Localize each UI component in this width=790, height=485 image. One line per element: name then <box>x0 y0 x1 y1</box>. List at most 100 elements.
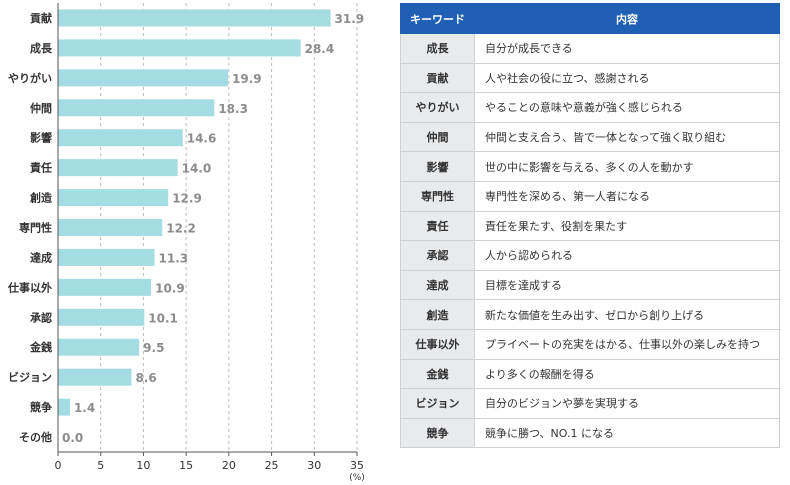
bar <box>58 368 132 386</box>
table-cell-content: プライベートの充実をはかる、仕事以外の楽しみを持つ <box>474 328 780 360</box>
table-row: 達成 目標を達成する <box>400 269 780 301</box>
bar <box>58 278 152 296</box>
table-row: 仕事以外 プライベートの充実をはかる、仕事以外の楽しみを持つ <box>400 328 780 360</box>
table-cell-keyword: 成長 <box>400 33 475 64</box>
category-label: 承認 <box>30 310 52 324</box>
bar <box>58 248 155 266</box>
value-label: 9.5 <box>143 341 164 355</box>
table-cell-keyword: 責任 <box>400 210 475 242</box>
table-row: やりがい やることの意味や意義が強く感じられる <box>400 92 780 123</box>
category-label: 責任 <box>30 161 52 175</box>
value-label: 10.9 <box>155 281 185 295</box>
table-cell-content: やることの意味や意義が強く感じられる <box>474 92 780 123</box>
x-tick-label: 15 <box>179 459 193 472</box>
header-keyword: キーワード <box>400 3 475 34</box>
category-label: 成長 <box>30 41 53 55</box>
keyword-table: キーワード 内容 成長 自分が成長できる 貢献 人や社会の役に立つ、感謝される やりがい… <box>400 3 780 449</box>
value-label: 12.9 <box>172 192 202 206</box>
table-cell-content: 自分が成長できる <box>474 33 780 64</box>
bar-chart: 貢献 31.9 成長 28.4 やりがい 19.9 仲間 18.3 影響 14.6 責任 14.0 創造… <box>7 3 365 483</box>
table-row: 承認 人から認められる <box>400 240 780 271</box>
bar <box>58 39 301 57</box>
x-axis-unit-label: (%) <box>349 473 365 483</box>
table-row: 貢献 人や社会の役に立つ、感謝される <box>400 62 780 94</box>
value-label: 0.0 <box>62 431 83 445</box>
table-row: 影響 世の中に影響を与える、多くの人を動かす <box>400 151 780 182</box>
table-cell-content: 責任を果たす、役割を果たす <box>474 210 780 242</box>
category-label: 金銭 <box>29 340 52 354</box>
category-label: やりがい <box>8 71 52 85</box>
value-label: 31.9 <box>335 12 365 26</box>
bar <box>58 308 145 326</box>
category-label: 影響 <box>30 131 52 145</box>
table-row: 仲間 仲間と支え合う、皆で一体となって強く取り組む <box>400 121 780 153</box>
bar <box>58 99 215 117</box>
category-label: 達成 <box>30 250 52 264</box>
bar <box>58 338 140 356</box>
value-label: 8.6 <box>135 371 156 385</box>
category-label: 仕事以外 <box>7 280 52 294</box>
table-cell-content: 人や社会の役に立つ、感謝される <box>474 62 780 94</box>
bar <box>58 69 229 87</box>
table-cell-keyword: 専門性 <box>400 180 475 212</box>
table-cell-keyword: 仲間 <box>400 121 475 153</box>
table-cell-keyword: 創造 <box>400 299 475 330</box>
x-tick-label: 0 <box>55 459 62 472</box>
table-cell-content: 仲間と支え合う、皆で一体となって強く取り組む <box>474 121 780 153</box>
table-row: ビジョン 自分のビジョンや夢を実現する <box>400 388 780 419</box>
x-tick-label: 20 <box>222 459 236 472</box>
value-label: 10.1 <box>148 311 178 325</box>
value-label: 14.6 <box>187 132 217 146</box>
x-tick-label: 35 <box>350 459 364 472</box>
table-cell-content: 専門性を深める、第一人者になる <box>474 180 780 212</box>
table-cell-keyword: ビジョン <box>400 388 475 419</box>
table-cell-content: 人から認められる <box>474 240 780 271</box>
table-cell-content: 新たな価値を生み出す、ゼロから創り上げる <box>474 299 780 330</box>
category-label: その他 <box>19 430 52 444</box>
value-label: 11.3 <box>159 251 189 265</box>
table-cell-keyword: 影響 <box>400 151 475 182</box>
category-label: 創造 <box>29 191 53 205</box>
value-label: 28.4 <box>305 42 335 56</box>
value-label: 12.2 <box>166 222 196 236</box>
category-label: ビジョン <box>8 370 52 384</box>
x-tick-label: 25 <box>265 459 279 472</box>
category-label: 貢献 <box>30 11 52 25</box>
table-header-row: キーワード 内容 <box>400 3 780 34</box>
table-row: 競争 競争に勝つ、NO.1 になる <box>400 417 780 449</box>
table-cell-keyword: 貢献 <box>400 62 475 94</box>
bar <box>58 9 331 27</box>
category-label: 仲間 <box>30 101 52 115</box>
table-row: 責任 責任を果たす、役割を果たす <box>400 210 780 242</box>
value-label: 14.0 <box>182 162 212 176</box>
x-tick-label: 30 <box>307 459 321 472</box>
value-label: 19.9 <box>232 72 262 86</box>
bar <box>58 129 183 147</box>
table-cell-keyword: 承認 <box>400 240 475 271</box>
category-label: 競争 <box>30 400 52 414</box>
table-cell-content: 競争に勝つ、NO.1 になる <box>474 417 780 449</box>
table-cell-content: 自分のビジョンや夢を実現する <box>474 388 780 419</box>
table-cell-content: 目標を達成する <box>474 269 780 301</box>
bar <box>58 189 169 207</box>
table-cell-content: 世の中に影響を与える、多くの人を動かす <box>474 151 780 182</box>
bar <box>58 219 163 236</box>
table-row: 専門性 専門性を深める、第一人者になる <box>400 180 780 212</box>
table-cell-keyword: 仕事以外 <box>400 328 475 360</box>
bar <box>58 398 70 416</box>
table-cell-keyword: やりがい <box>400 92 475 123</box>
table-cell-keyword: 達成 <box>400 269 475 301</box>
keyword-table-container: キーワード 内容 成長 自分が成長できる 貢献 人や社会の役に立つ、感謝される やりがい… <box>400 3 780 449</box>
table-cell-keyword: 競争 <box>400 417 475 449</box>
header-content: 内容 <box>474 3 780 34</box>
table-row: 成長 自分が成長できる <box>400 33 780 64</box>
table-row: 創造 新たな価値を生み出す、ゼロから創り上げる <box>400 299 780 330</box>
table-row: 金銭 より多くの報酬を得る <box>400 358 780 390</box>
table-cell-content: より多くの報酬を得る <box>474 358 780 390</box>
value-label: 1.4 <box>74 401 95 415</box>
category-label: 専門性 <box>19 221 52 235</box>
value-label: 18.3 <box>218 102 248 116</box>
x-tick-label: 5 <box>97 459 104 472</box>
x-tick-label: 10 <box>136 459 150 472</box>
table-cell-keyword: 金銭 <box>400 358 475 390</box>
